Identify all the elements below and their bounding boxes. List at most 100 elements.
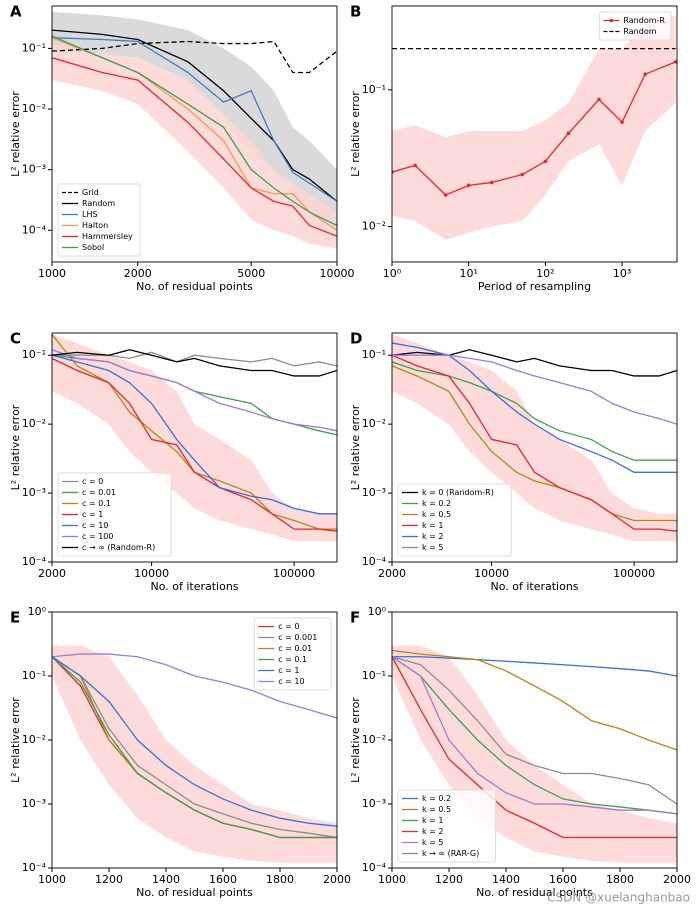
y-tick-label: 10⁻¹ [22, 41, 46, 54]
series-line [392, 649, 677, 751]
legend-label: Halton [82, 221, 108, 230]
y-tick-label: 10⁻⁴ [22, 223, 47, 236]
series-line [392, 61, 676, 196]
series-line [392, 656, 677, 815]
legend-label: c = 0.01 [278, 644, 312, 653]
legend-label: c = 0 [82, 477, 103, 486]
series-line [52, 349, 337, 432]
series-line [392, 656, 677, 805]
panel-label: E [10, 609, 20, 627]
series-line [392, 354, 677, 425]
legend-box [253, 617, 332, 691]
plot-area [52, 11, 337, 249]
legend-box [397, 483, 512, 557]
y-axis-label: L² relative error [349, 91, 362, 177]
legend: c = 0 c = 0.001 c = 0.01 c = 0.1 c = 1 c = 10 [253, 617, 332, 691]
panel: 10⁻⁴ 10⁻³ 10⁻² 10⁻¹ 10⁰ 1000 1200 1400 1600 1800 2… [349, 605, 691, 899]
legend: c = 0 c = 0.01 c = 0.1 c = 1 c = 10 c = 100 c … [57, 472, 172, 557]
x-tick-label: 2000 [124, 267, 152, 280]
panel-label: A [10, 3, 22, 21]
y-tick-label: 10⁻³ [362, 486, 386, 499]
x-axis-label: No. of residual points [136, 886, 253, 899]
x-tick-label: 100000 [273, 567, 315, 580]
series-line [392, 354, 677, 532]
series-line [52, 40, 337, 74]
y-tick-label: 10⁰ [28, 605, 47, 618]
legend: k = 0.2 k = 0.5 k = 1 k = 2 k = 5 k → ∞ (RAR-… [397, 789, 497, 863]
plot-frame [51, 5, 338, 263]
error-band [52, 645, 337, 863]
series-line [52, 656, 337, 839]
x-axis-label: No. of residual points [476, 886, 593, 899]
x-tick-label: 1000 [378, 873, 406, 886]
data-point [566, 131, 571, 136]
series-line [52, 35, 337, 227]
error-band [392, 334, 677, 542]
panel: 10⁻⁴ 10⁻³ 10⁻² 10⁻¹ 1000 2000 5000 10000 No. of … [9, 3, 355, 294]
legend-label: c = 0.01 [82, 488, 116, 497]
y-tick-label: 10⁻² [362, 733, 386, 746]
x-tick-label: 1200 [435, 873, 463, 886]
legend-label: k = 0 (Random-R) [422, 488, 494, 497]
legend-label: c = 0.1 [278, 655, 307, 664]
series-line [392, 656, 677, 677]
data-point [466, 183, 471, 188]
x-tick-label: 10000 [320, 267, 355, 280]
legend-label: c = 100 [82, 532, 113, 541]
y-tick-label: 10⁻³ [22, 163, 46, 176]
y-axis-label: L² relative error [9, 91, 22, 177]
y-axis-label: L² relative error [9, 404, 22, 490]
y-tick-label: 10⁻⁴ [22, 555, 47, 568]
data-point [443, 193, 448, 197]
legend-label: c = 0 [278, 622, 299, 631]
data-point [489, 180, 494, 185]
panel-label: C [10, 330, 21, 348]
data-point [673, 60, 677, 64]
legend-marker [609, 18, 614, 23]
x-tick-label: 1000 [38, 873, 66, 886]
x-tick-label: 1000 [38, 267, 66, 280]
legend-label: c = 10 [82, 521, 108, 530]
x-tick-label: 2000 [663, 873, 691, 886]
y-tick-label: 10⁻³ [362, 797, 386, 810]
legend: Grid Random LHS Halton Hammersley Sobol [57, 183, 141, 257]
panel-label: F [350, 609, 360, 627]
legend-label: Random-R [623, 16, 665, 25]
legend-box [397, 789, 497, 863]
data-point [413, 163, 417, 168]
series-line [52, 37, 337, 202]
legend-label: c = 0.1 [82, 499, 111, 508]
panel-label: B [350, 3, 361, 21]
x-tick-label: 5000 [237, 267, 265, 280]
x-tick-label: 1200 [95, 873, 123, 886]
y-axis-label: L² relative error [349, 697, 362, 783]
plot-frame [51, 332, 338, 563]
series-line [392, 365, 677, 522]
plot-area [52, 645, 337, 863]
legend-label: Hammersley [82, 232, 133, 241]
y-tick-label: 10⁻² [362, 417, 386, 430]
legend-label: c = 0.001 [278, 633, 317, 642]
series-line [52, 354, 337, 515]
data-point [620, 120, 624, 124]
x-tick-label: 1800 [606, 873, 634, 886]
x-tick-label: 1600 [549, 873, 577, 886]
x-tick-label: 10⁰ [383, 267, 402, 280]
plot-frame [391, 5, 678, 263]
y-tick-label: 10⁻² [22, 417, 46, 430]
series-line [52, 29, 337, 202]
y-tick-label: 10⁻³ [22, 486, 46, 499]
x-axis-label: No. of iterations [150, 580, 238, 593]
y-tick-label: 10⁻¹ [362, 669, 386, 682]
legend-label: c = 1 [278, 666, 299, 675]
x-tick-label: 1600 [209, 873, 237, 886]
x-tick-label: 2000 [38, 567, 66, 580]
x-tick-label: 100000 [613, 567, 655, 580]
series-line [52, 57, 337, 237]
legend-label: k = 5 [422, 838, 444, 847]
x-axis-label: No. of residual points [136, 280, 253, 293]
legend-label: k = 0.5 [422, 510, 451, 519]
x-tick-label: 10000 [134, 567, 169, 580]
x-tick-label: 1800 [266, 873, 294, 886]
